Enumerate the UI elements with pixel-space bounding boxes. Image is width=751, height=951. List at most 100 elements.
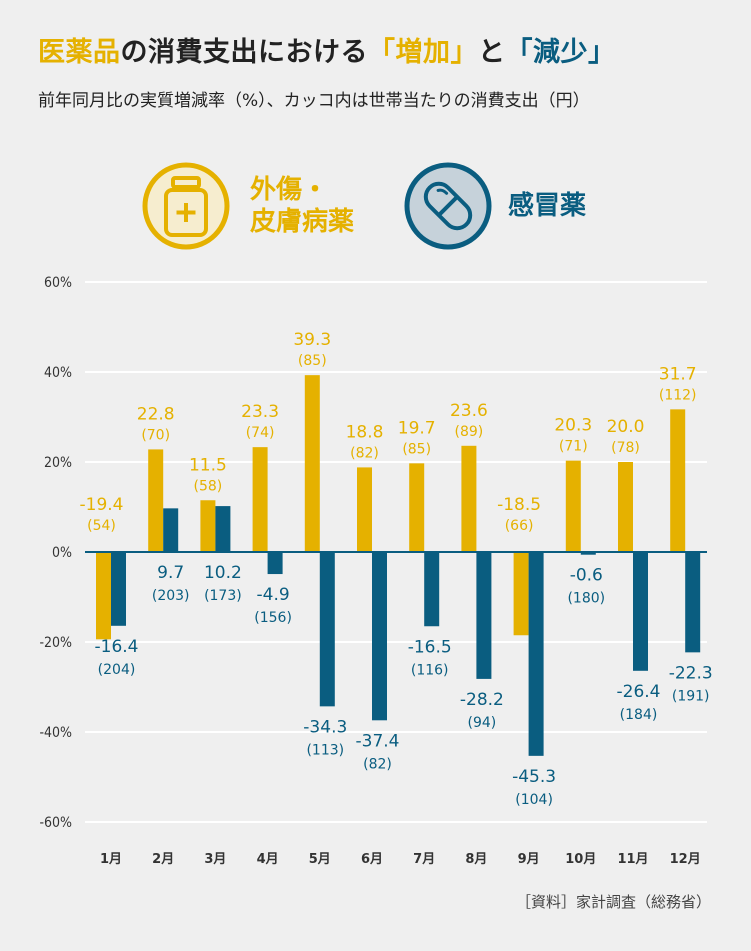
legend-item-skin-medicine: 外傷・ 皮膚病薬 [140, 160, 354, 252]
bar-skin-medicine [252, 447, 268, 552]
bar-cold-medicine [476, 552, 492, 679]
x-tick-label: 9月 [518, 852, 540, 867]
cold-medicine-amount-label: (173) [204, 588, 242, 604]
bar-skin-medicine [304, 375, 320, 552]
cold-medicine-amount-label: (113) [306, 742, 344, 758]
title-highlight-increase: 「増加」 [368, 37, 478, 68]
bar-skin-medicine [565, 460, 581, 552]
skin-medicine-value-label: 20.3 [554, 416, 592, 436]
skin-medicine-value-label: 23.6 [450, 401, 488, 421]
cold-medicine-value-label: 10.2 [204, 563, 242, 583]
skin-medicine-amount-label: (66) [505, 518, 534, 534]
y-tick-label: -60% [39, 815, 72, 831]
cold-medicine-value-label: -16.4 [95, 637, 139, 657]
skin-medicine-amount-label: (54) [87, 518, 116, 534]
legend-item-cold-medicine: 感冒薬 [402, 160, 586, 252]
x-tick-label: 4月 [257, 852, 279, 867]
skin-medicine-amount-label: (82) [350, 445, 379, 461]
x-tick-label: 12月 [670, 852, 701, 867]
skin-medicine-value-label: 39.3 [293, 330, 331, 350]
cold-medicine-amount-label: (94) [468, 715, 497, 731]
bar-cold-medicine [372, 552, 387, 721]
cold-medicine-amount-label: (204) [98, 662, 136, 678]
bar-cold-medicine [267, 552, 283, 575]
cold-medicine-value-label: -4.9 [257, 585, 290, 605]
bar-skin-medicine [200, 500, 216, 552]
cold-medicine-value-label: -28.2 [460, 690, 504, 710]
legend-label-cold-medicine: 感冒薬 [508, 190, 587, 221]
y-tick-label: -20% [39, 635, 72, 651]
title-text-and: と [478, 37, 506, 68]
y-tick-label: -40% [39, 725, 72, 741]
bar-skin-medicine [618, 462, 633, 552]
bar-cold-medicine [319, 552, 335, 707]
skin-medicine-amount-label: (89) [455, 424, 484, 440]
bar-cold-medicine [215, 506, 231, 552]
title-highlight-medicine: 医薬品 [38, 37, 121, 68]
bar-skin-medicine [357, 467, 372, 552]
title-text: の消費支出における [120, 37, 368, 68]
title-highlight-decrease: 「減少」 [505, 37, 616, 68]
bar-skin-medicine [148, 449, 164, 552]
bar-cold-medicine [163, 508, 179, 552]
skin-medicine-value-label: 19.7 [398, 418, 436, 438]
skin-medicine-value-label: -18.5 [497, 495, 541, 515]
x-tick-label: 10月 [565, 852, 596, 867]
bar-cold-medicine [111, 552, 126, 626]
cold-medicine-amount-label: (82) [363, 756, 392, 772]
skin-medicine-value-label: 31.7 [659, 364, 697, 384]
skin-medicine-amount-label: (58) [194, 478, 223, 494]
x-tick-label: 7月 [413, 852, 435, 867]
cold-medicine-value-label: -16.5 [408, 637, 452, 657]
cold-medicine-value-label: -0.6 [570, 566, 603, 586]
cold-medicine-amount-label: (203) [152, 588, 190, 604]
y-tick-label: 20% [44, 455, 72, 471]
cold-medicine-value-label: -34.3 [303, 717, 347, 737]
x-tick-label: 3月 [204, 852, 226, 867]
skin-medicine-amount-label: (78) [611, 440, 640, 456]
skin-medicine-value-label: 18.8 [346, 422, 384, 442]
bar-cold-medicine [424, 552, 440, 627]
chart-title: 医薬品の消費支出における「増加」と「減少」 [38, 30, 616, 69]
bar-cold-medicine [633, 552, 648, 671]
bar-skin-medicine [96, 552, 111, 640]
grid-layer [85, 281, 707, 823]
skin-medicine-value-label: -19.4 [80, 495, 124, 515]
skin-medicine-value-label: 22.8 [137, 404, 175, 424]
cold-medicine-amount-label: (116) [411, 662, 449, 678]
cold-medicine-value-label: 9.7 [157, 563, 184, 583]
cold-medicine-amount-label: (184) [620, 707, 658, 723]
skin-medicine-value-label: 11.5 [189, 455, 227, 475]
cold-medicine-value-label: -37.4 [356, 731, 400, 751]
x-tick-label: 1月 [100, 852, 122, 867]
skin-medicine-value-label: 23.3 [241, 402, 279, 422]
bar-cold-medicine [528, 552, 544, 756]
bar-skin-medicine [461, 445, 477, 552]
x-tick-label: 6月 [361, 852, 383, 867]
label-layer: 60% 40% 20% 0% -20% -40% -60% 1月 2月 3月 4月 5月 6月 7月 8月 9… [39, 275, 712, 867]
cold-medicine-value-label: -45.3 [512, 767, 556, 787]
skin-medicine-value-label: 20.0 [607, 417, 645, 437]
cold-medicine-value-label: -26.4 [617, 682, 661, 702]
skin-medicine-amount-label: (85) [298, 353, 327, 369]
bar-layer [96, 375, 701, 756]
source-note: ［資料］家計調査（総務省） [515, 893, 711, 911]
capsule-icon [404, 162, 492, 250]
y-tick-label: 0% [52, 545, 72, 561]
cold-medicine-amount-label: (156) [254, 610, 292, 626]
bar-cold-medicine [685, 552, 701, 653]
cold-medicine-amount-label: (104) [515, 792, 553, 808]
cold-medicine-amount-label: (191) [672, 688, 710, 704]
x-tick-label: 8月 [465, 852, 487, 867]
bar-skin-medicine [409, 463, 425, 552]
medicine-bottle-icon [142, 162, 230, 250]
skin-medicine-amount-label: (71) [559, 439, 588, 455]
y-tick-label: 40% [44, 365, 72, 381]
skin-medicine-amount-label: (112) [659, 387, 697, 403]
skin-medicine-amount-label: (74) [246, 425, 275, 441]
bar-cold-medicine [580, 552, 596, 555]
skin-medicine-amount-label: (70) [141, 427, 170, 443]
cold-medicine-amount-label: (180) [567, 591, 605, 607]
legend-label-skin-medicine: 外傷・ 皮膚病薬 [250, 174, 355, 238]
